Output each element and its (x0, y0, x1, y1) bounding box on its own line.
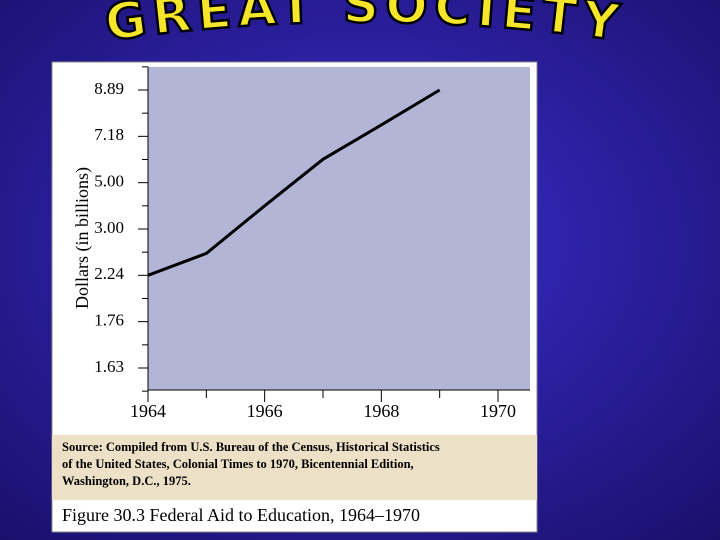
x-tick-label: 1970 (480, 401, 516, 421)
chart-layer: 1.63 1.76 2.24 3.00 5.00 7.18 8.89 1964 1966 1968… (62, 66, 516, 488)
y-tick-label: 2.24 (94, 264, 124, 283)
y-tick-label: 7.18 (94, 125, 124, 144)
y-tick-label: 1.63 (94, 357, 124, 376)
source-line: of the United States, Colonial Times to … (62, 457, 414, 471)
source-line: Source: Compiled from U.S. Bureau of the… (62, 440, 440, 454)
y-tick-label: 8.89 (94, 79, 124, 98)
source-line: Washington, D.C., 1975. (62, 474, 191, 488)
y-axis-label: Dollars (in billions) (72, 167, 93, 309)
figure-caption: Figure 30.3 Federal Aid to Education, 19… (62, 505, 420, 525)
y-tick-label: 1.76 (94, 311, 124, 330)
x-tick-label: 1966 (247, 401, 283, 421)
y-tick-label: 5.00 (94, 172, 124, 191)
y-tick-label: 3.00 (94, 218, 124, 237)
x-tick-label: 1968 (363, 401, 399, 421)
x-tick-label: 1964 (130, 401, 166, 421)
plot-area (148, 67, 530, 390)
source-box (52, 435, 537, 500)
data-line (147, 88, 441, 277)
